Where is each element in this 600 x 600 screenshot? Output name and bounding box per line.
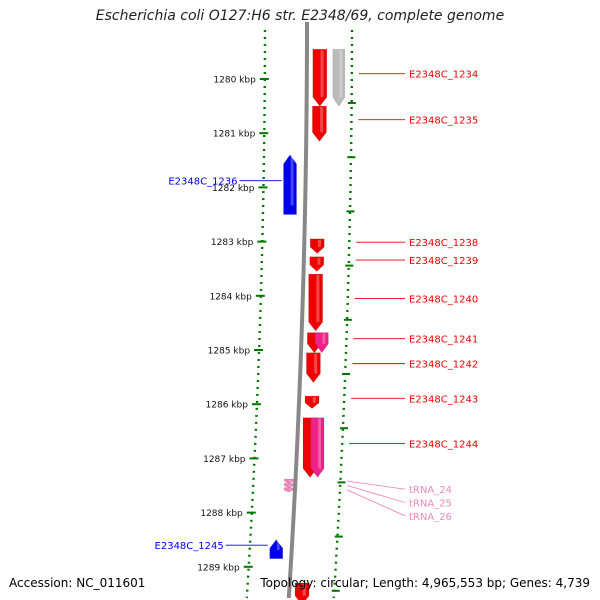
gene-e2348c-1243 <box>304 395 320 409</box>
tick-label: 1286 kbp <box>206 401 249 411</box>
tick-label: 1281 kbp <box>213 130 256 140</box>
ruler: 1280 kbp 1281 kbp 1282 kbp 1283 kbp 1284 kbp… <box>197 29 356 599</box>
gene-trna-24 <box>284 478 294 484</box>
accession-text: Accession: NC_011601 <box>9 576 146 590</box>
gene-e2348c-1238 <box>309 238 325 254</box>
gene-e2348c-1245 <box>269 539 284 559</box>
gene-trna-25-leader <box>347 485 406 503</box>
gene-e2348c-1241-label: E2348C_1241 <box>409 335 478 346</box>
gene-e2348c-1235-shade <box>320 107 324 133</box>
ruler-line-right <box>332 29 354 599</box>
gene-feature-pseudo-1 <box>332 48 346 107</box>
gene-e2348c-1243-label: E2348C_1243 <box>409 394 478 405</box>
gene-trna-26 <box>283 487 294 493</box>
gene-e2348c-1235-label: E2348C_1235 <box>409 116 478 127</box>
tick-label: 1288 kbp <box>200 509 243 519</box>
backbone-line <box>286 21 309 599</box>
gene-labels: E2348C_1234 E2348C_1235 E2348C_1236 E2348C_… <box>155 70 479 553</box>
gene-e2348c-1234 <box>312 48 328 107</box>
gene-feature-pseudo-1-shade <box>339 50 343 98</box>
gene-track <box>269 48 346 600</box>
tick-label: 1287 kbp <box>203 455 246 465</box>
gene-trna-26-leader <box>346 489 406 517</box>
gene-e2348c-1240-shade <box>316 275 320 323</box>
gene-e2348c-1234-shade <box>320 50 324 98</box>
backbone <box>286 21 309 599</box>
gene-feature-hypothetical-8-shade <box>322 333 326 344</box>
tick-label: 1284 kbp <box>209 292 252 302</box>
gene-e2348c-1242-label: E2348C_1242 <box>409 360 478 371</box>
gene-e2348c-1238-label: E2348C_1238 <box>409 238 478 249</box>
gene-trna-25-shade <box>289 484 292 486</box>
gene-trna-26-label: tRNA_26 <box>409 512 452 523</box>
gene-e2348c-1242-shade <box>314 353 318 374</box>
gene-e2348c-1239 <box>309 256 325 272</box>
gene-feature-gene-17-shade <box>302 584 306 596</box>
map-title: Escherichia coli O127:H6 str. E2348/69, … <box>95 8 505 24</box>
gene-e2348c-1245-shade <box>276 540 280 551</box>
gene-e2348c-1243-shade <box>312 397 316 403</box>
gene-feature-hypothetical-8 <box>315 332 329 354</box>
gene-e2348c-1244-label: E2348C_1244 <box>409 440 478 451</box>
genome-stats-text: Topology: circular; Length: 4,965,553 bp… <box>260 576 590 590</box>
tick-label: 1285 kbp <box>208 347 251 357</box>
gene-trna-25 <box>283 483 294 488</box>
gene-trna-26-shade <box>288 488 291 491</box>
gene-e2348c-1234-label: E2348C_1234 <box>409 70 478 81</box>
tick-label: 1280 kbp <box>213 76 256 86</box>
gene-e2348c-1236-label: E2348C_1236 <box>168 177 237 188</box>
gene-trna-24-label: tRNA_24 <box>409 485 452 496</box>
gene-feature-hypothetical-12-shade <box>318 418 322 469</box>
tick-label: 1289 kbp <box>197 563 240 573</box>
gene-e2348c-1239-shade <box>317 257 321 265</box>
gene-feature-gene-17 <box>294 582 310 600</box>
gene-feature-hypothetical-12 <box>310 417 325 478</box>
gene-trna-24-shade <box>289 479 292 482</box>
tick-label: 1283 kbp <box>211 238 254 248</box>
gene-trna-25-label: tRNA_25 <box>409 499 452 510</box>
gene-e2348c-1240 <box>308 273 323 332</box>
gene-e2348c-1240-label: E2348C_1240 <box>409 295 478 306</box>
gene-e2348c-1235 <box>312 105 327 142</box>
gene-e2348c-1238-shade <box>317 239 321 247</box>
gene-e2348c-1242 <box>306 352 321 384</box>
gene-e2348c-1245-label: E2348C_1245 <box>155 541 224 552</box>
gene-trna-24-leader <box>347 480 406 490</box>
gene-e2348c-1236 <box>283 154 297 215</box>
gene-e2348c-1236-shade <box>290 155 294 206</box>
tick-label: 1282 kbp <box>212 184 255 194</box>
gene-e2348c-1239-label: E2348C_1239 <box>409 256 478 267</box>
